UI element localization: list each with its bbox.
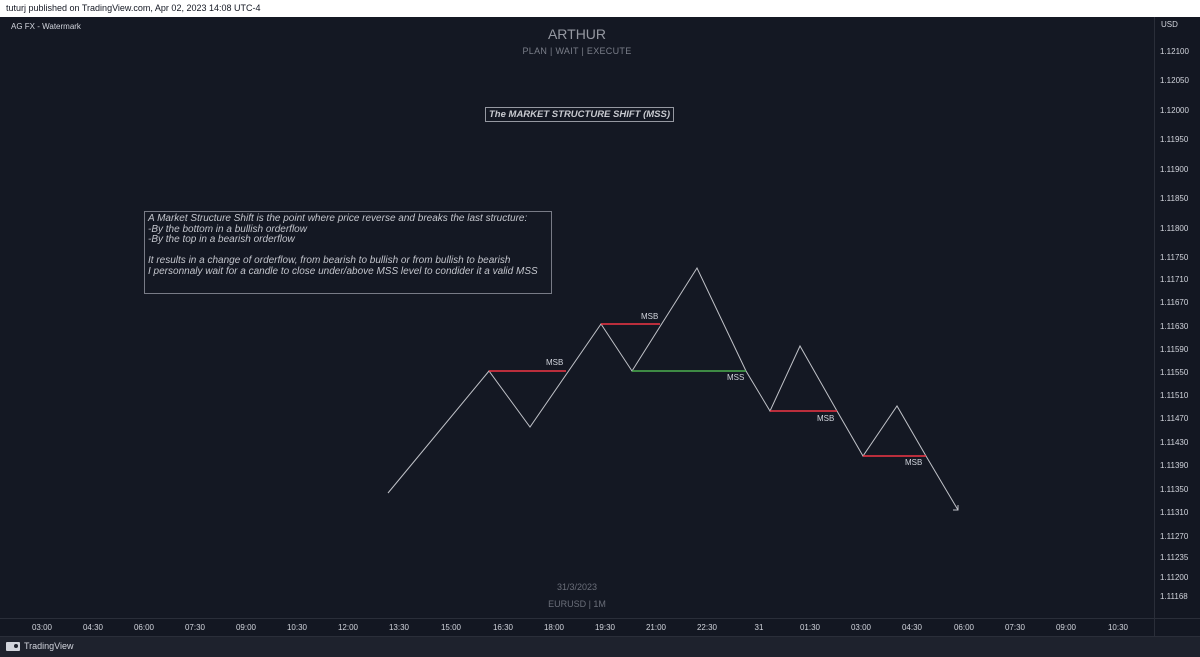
- price-tick: 1.12050: [1160, 76, 1189, 85]
- watermark-subtitle: PLAN | WAIT | EXECUTE: [522, 46, 632, 56]
- price-tick: 1.11390: [1160, 461, 1189, 470]
- price-tick: 1.11310: [1160, 508, 1189, 517]
- time-tick: 12:00: [337, 623, 359, 632]
- time-tick: 10:30: [286, 623, 308, 632]
- time-tick: 09:00: [235, 623, 257, 632]
- time-tick: 15:00: [440, 623, 462, 632]
- price-tick: 1.11168: [1160, 592, 1188, 601]
- time-tick: 18:00: [543, 623, 565, 632]
- time-tick: 01:30: [799, 623, 821, 632]
- note-line: -By the bottom in a bullish orderflow: [148, 223, 307, 235]
- axis-corner: [1154, 618, 1200, 637]
- symbol-label: AG FX - Watermark: [11, 22, 81, 31]
- published-text: tuturj published on TradingView.com, Apr…: [6, 3, 261, 13]
- time-tick: 21:00: [645, 623, 667, 632]
- explanation-note-box[interactable]: A Market Structure Shift is the point wh…: [144, 211, 552, 294]
- time-tick: 06:00: [953, 623, 975, 632]
- price-path-line[interactable]: [387, 266, 959, 511]
- mss-label: MSS: [727, 373, 745, 382]
- chart-pane[interactable]: AG FX - Watermark ARTHUR PLAN | WAIT | E…: [0, 17, 1154, 618]
- price-tick: 1.11630: [1160, 322, 1189, 331]
- price-tick: 1.11470: [1160, 414, 1189, 423]
- drawing-layer[interactable]: [0, 17, 1154, 618]
- watermark-title: ARTHUR: [547, 26, 607, 42]
- watermark-symbol: EURUSD | 1M: [548, 599, 606, 609]
- price-tick: 1.12100: [1160, 47, 1189, 56]
- msb-label: MSB: [546, 358, 564, 367]
- price-tick: 1.11200: [1160, 573, 1189, 582]
- price-axis[interactable]: USD 1.12100 1.12050 1.12000 1.11950 1.11…: [1154, 17, 1200, 618]
- time-tick: 03:00: [31, 623, 53, 632]
- price-tick: 1.11590: [1160, 345, 1189, 354]
- price-unit-label: USD: [1161, 20, 1178, 29]
- msb-label: MSB: [817, 414, 835, 423]
- time-tick: 19:30: [594, 623, 616, 632]
- price-tick: 1.11510: [1160, 391, 1189, 400]
- time-axis[interactable]: 03:00 04:30 06:00 07:30 09:00 10:30 12:0…: [0, 618, 1154, 637]
- time-tick: 04:30: [901, 623, 923, 632]
- footer-bar: TradingView: [0, 636, 1200, 657]
- time-tick: 06:00: [133, 623, 155, 632]
- price-tick: 1.11800: [1160, 224, 1189, 233]
- publish-info-bar: tuturj published on TradingView.com, Apr…: [0, 0, 1200, 18]
- time-tick: 07:30: [1004, 623, 1026, 632]
- price-tick: 1.11430: [1160, 438, 1189, 447]
- price-tick: 1.11270: [1160, 532, 1189, 541]
- price-tick: 1.11950: [1160, 135, 1189, 144]
- time-tick: 07:30: [184, 623, 206, 632]
- msb-label: MSB: [641, 312, 659, 321]
- price-tick: 1.11550: [1160, 368, 1189, 377]
- time-tick: 10:30: [1107, 623, 1129, 632]
- time-tick: 09:00: [1055, 623, 1077, 632]
- watermark-date: 31/3/2023: [556, 582, 598, 592]
- msb-label: MSB: [905, 458, 923, 467]
- note-line: A Market Structure Shift is the point wh…: [148, 213, 528, 224]
- price-tick: 1.11235: [1160, 553, 1189, 562]
- time-tick: 16:30: [492, 623, 514, 632]
- note-line: I personnaly wait for a candle to close …: [148, 265, 538, 277]
- mss-title-box[interactable]: The MARKET STRUCTURE SHIFT (MSS): [485, 107, 675, 122]
- tradingview-logo-icon: [6, 641, 20, 651]
- price-tick: 1.11850: [1160, 194, 1189, 203]
- time-tick: 31: [754, 623, 764, 632]
- time-tick: 03:00: [850, 623, 872, 632]
- note-line: It results in a change of orderflow, fro…: [148, 255, 511, 266]
- price-tick: 1.11670: [1160, 298, 1189, 307]
- time-tick: 22:30: [696, 623, 718, 632]
- time-tick: 13:30: [388, 623, 410, 632]
- price-tick: 1.11750: [1160, 253, 1189, 262]
- brand-name: TradingView: [24, 641, 74, 651]
- tradingview-logo[interactable]: TradingView: [6, 641, 74, 651]
- price-tick: 1.11350: [1160, 485, 1189, 494]
- path-arrowhead: [953, 505, 959, 511]
- price-tick: 1.11900: [1160, 165, 1189, 174]
- time-tick: 04:30: [82, 623, 104, 632]
- price-tick: 1.12000: [1160, 106, 1189, 115]
- price-tick: 1.11710: [1160, 275, 1189, 284]
- note-line: -By the top in a bearish orderflow: [148, 234, 295, 245]
